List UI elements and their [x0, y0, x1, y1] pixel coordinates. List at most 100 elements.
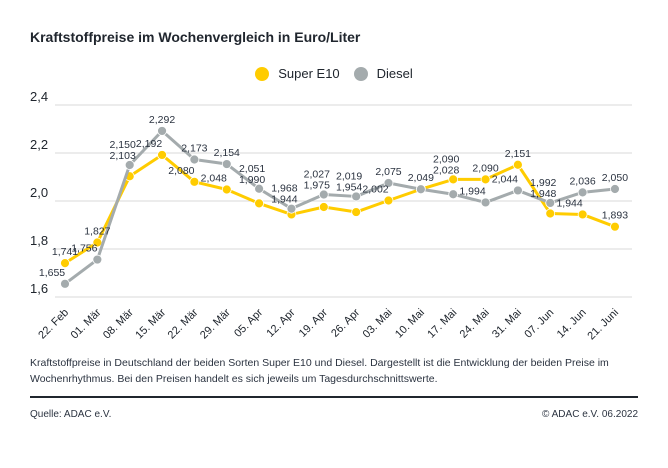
value-label: 2,075	[375, 166, 401, 178]
value-label: 1,827	[84, 226, 110, 238]
value-label: 2,044	[492, 173, 518, 185]
x-tick-label: 07. Jun	[522, 307, 556, 341]
x-tick-label: 22. Feb	[36, 307, 71, 342]
legend-item-diesel: Diesel	[353, 66, 413, 81]
data-point	[60, 258, 70, 269]
x-tick-label: 31. Mai	[490, 307, 524, 341]
value-label: 2,028	[433, 164, 459, 176]
value-label: 2,103	[110, 150, 136, 162]
value-label: 2,049	[408, 172, 434, 184]
value-label: 1,741	[52, 246, 78, 258]
data-point	[513, 159, 523, 170]
value-label: 1,994	[459, 185, 485, 197]
data-point	[157, 150, 167, 160]
legend-item-super-e10: Super E10	[255, 66, 340, 81]
value-label: 1,948	[530, 188, 556, 200]
legend-label-super-e10: Super E10	[278, 66, 340, 81]
chart-description: Kraftstoffpreise in Deutschland der beid…	[30, 357, 609, 385]
data-point	[383, 178, 394, 188]
data-point	[383, 195, 394, 206]
data-point	[157, 126, 167, 136]
value-label: 2,090	[433, 153, 459, 165]
x-tick-label: 26. Apr	[329, 306, 362, 339]
data-point	[351, 191, 362, 202]
data-point	[92, 254, 103, 265]
data-point	[480, 197, 491, 208]
data-point	[610, 221, 620, 232]
data-point	[415, 184, 426, 195]
diesel-dot-icon	[353, 66, 368, 81]
data-point	[318, 189, 329, 200]
data-point	[254, 183, 265, 194]
value-label: 2,154	[214, 147, 240, 159]
value-label: 2,150	[110, 139, 136, 151]
y-tick-label: 2,4	[30, 89, 48, 104]
value-label: 2,192	[136, 138, 162, 150]
value-label: 2,002	[362, 184, 388, 196]
value-label: 2,292	[149, 114, 175, 126]
value-label: 1,968	[271, 183, 297, 195]
copyright-text: © ADAC e.V. 06.2022	[542, 409, 638, 420]
x-tick-label: 22. Mär	[166, 306, 201, 341]
data-point	[254, 198, 265, 209]
x-tick-label: 29. Mär	[198, 306, 233, 341]
data-point	[60, 278, 70, 289]
x-tick-label: 17. Mai	[425, 307, 459, 341]
data-point	[221, 159, 232, 169]
data-point	[545, 198, 556, 208]
data-point	[480, 174, 491, 185]
y-tick-label: 1,6	[30, 281, 48, 296]
footer-divider	[30, 396, 638, 398]
y-tick-label: 2,2	[30, 137, 48, 152]
x-tick-label: 05. Apr	[232, 306, 265, 339]
value-label: 2,173	[181, 142, 207, 154]
x-tick-label: 01. Mär	[69, 306, 104, 341]
value-label: 1,992	[530, 177, 556, 189]
data-point	[610, 184, 620, 194]
data-point	[189, 154, 200, 165]
x-tick-label: 14. Jun	[555, 307, 589, 341]
x-tick-label: 10. Mai	[393, 307, 427, 341]
x-tick-label: 03. Mai	[361, 307, 395, 341]
value-label: 2,090	[472, 162, 498, 174]
chart-legend: Super E10 Diesel	[0, 66, 668, 81]
x-tick-label: 12. Apr	[264, 306, 297, 339]
value-label: 2,027	[304, 169, 330, 181]
data-point	[545, 208, 556, 219]
value-label: 2,051	[239, 163, 265, 175]
value-label: 2,151	[505, 148, 531, 160]
value-label: 1,655	[39, 267, 65, 279]
data-point	[448, 174, 459, 185]
chart-title: Kraftstoffpreise im Wochenvergleich in E…	[30, 29, 361, 45]
data-point	[577, 187, 588, 198]
x-tick-label: 19. Apr	[297, 306, 330, 339]
value-label: 1,893	[602, 210, 628, 222]
super-e10-dot-icon	[255, 66, 270, 81]
data-point	[189, 176, 200, 187]
x-tick-label: 24. Mai	[458, 307, 492, 341]
value-label: 2,019	[336, 170, 362, 182]
data-point	[577, 209, 588, 220]
value-label: 1,944	[556, 197, 582, 209]
data-point	[448, 189, 459, 200]
value-label: 1,990	[239, 174, 265, 186]
legend-label-diesel: Diesel	[376, 66, 413, 81]
value-label: 1,756	[71, 243, 97, 255]
y-tick-label: 1,8	[30, 233, 48, 248]
x-tick-label: 21. Juni	[585, 307, 621, 343]
value-label: 2,048	[201, 172, 227, 184]
value-label: 2,080	[168, 165, 194, 177]
value-label: 2,050	[602, 172, 628, 184]
data-point	[124, 160, 135, 170]
data-point	[286, 203, 297, 214]
x-tick-label: 15. Mär	[133, 306, 168, 341]
diesel-line	[64, 129, 616, 286]
y-tick-label: 2,0	[30, 185, 48, 200]
data-point	[221, 184, 232, 195]
data-point	[513, 185, 523, 196]
x-tick-label: 08. Mär	[101, 306, 136, 341]
value-label: 1,975	[304, 180, 330, 192]
footer: Quelle: ADAC e.V. © ADAC e.V. 06.2022	[30, 409, 638, 420]
